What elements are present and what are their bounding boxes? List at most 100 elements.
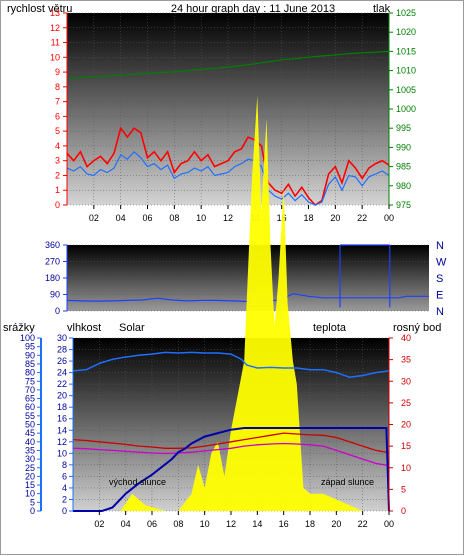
rain-tick-label: 0	[30, 506, 35, 516]
humidity-tick-label: 12	[57, 437, 67, 447]
humidity-line	[72, 351, 390, 378]
wind-tick-label: 8	[55, 82, 60, 92]
temperature-tick-label: 25	[401, 398, 411, 408]
pressure-tick-label: 1025	[396, 8, 416, 18]
humidity-tick-label: 8	[62, 460, 67, 470]
compass-label: W	[436, 257, 447, 269]
humidity-tick-label: 20	[57, 391, 67, 401]
humidity-axis-label: vlhkost	[67, 322, 101, 334]
temperature-tick-label: 5	[401, 484, 406, 494]
temperature-ticks: 0 5 10 15 20 25 30 35 40	[388, 333, 411, 516]
temperature-tick-label: 20	[401, 420, 411, 430]
rain-tick-label: 70	[25, 385, 35, 395]
rain-tick-label: 5	[30, 497, 35, 507]
humidity-tick-label: 30	[57, 333, 67, 343]
rain-tick-label: 45	[25, 428, 35, 438]
dewpoint-axis-label: rosný bod	[393, 322, 441, 334]
temperature-tick-label: 40	[401, 333, 411, 343]
humidity-tick-label: 22	[57, 379, 67, 389]
hour-tick-label: 20	[330, 213, 340, 223]
rain-tick-label: 95	[25, 342, 35, 352]
wind-tick-label: 1	[55, 185, 60, 195]
pressure-tick-label: 1010	[396, 66, 416, 76]
wind-direction-ticks: 0 90 180 270 360	[45, 240, 68, 316]
compass-label: S	[436, 273, 443, 285]
wind-tick-label: 7	[55, 97, 60, 107]
rain-tick-label: 50	[25, 420, 35, 430]
wind-tick-label: 9	[55, 67, 60, 77]
hour-tick-label: 00	[384, 213, 394, 223]
hour-tick-label: 22	[358, 519, 368, 529]
rain-line	[73, 427, 390, 512]
pressure-tick-label: 985	[396, 162, 411, 172]
pressure-tick-label: 975	[396, 200, 411, 210]
hour-tick-label: 18	[305, 519, 315, 529]
humidity-tick-label: 24	[57, 368, 67, 378]
hour-tick-label: 12	[226, 519, 236, 529]
wind-pressure-series	[66, 50, 390, 207]
temperature-line	[72, 432, 390, 454]
direction-tick-label: 270	[45, 257, 60, 267]
pressure-tick-label: 1005	[396, 85, 416, 95]
rain-tick-label: 60	[25, 402, 35, 412]
rain-tick-label: 85	[25, 359, 35, 369]
direction-tick-label: 0	[55, 306, 60, 316]
temperature-axis-label: teplota	[313, 322, 347, 334]
bottom-hour-ticks: 02 04 06 08 10 12 14 16 18 20 22 00	[94, 511, 394, 529]
hour-tick-label: 16	[277, 213, 287, 223]
rain-tick-label: 75	[25, 376, 35, 386]
rain-tick-label: 90	[25, 350, 35, 360]
wind-tick-label: 4	[55, 141, 60, 151]
hour-tick-label: 20	[331, 519, 341, 529]
rain-tick-label: 15	[25, 480, 35, 490]
hour-tick-label: 00	[384, 519, 394, 529]
rain-tick-label: 100	[20, 333, 35, 343]
rain-tick-label: 20	[25, 471, 35, 481]
hour-tick-label: 06	[147, 519, 157, 529]
hour-tick-label: 02	[94, 519, 104, 529]
wind-tick-label: 12	[50, 23, 60, 33]
hour-tick-label: 10	[200, 519, 210, 529]
wind-gust-line	[66, 126, 390, 207]
temperature-tick-label: 15	[401, 441, 411, 451]
pressure-tick-label: 995	[396, 123, 411, 133]
pressure-tick-label: 1015	[396, 46, 416, 56]
rain-tick-label: 65	[25, 394, 35, 404]
hour-tick-label: 06	[142, 213, 152, 223]
hour-tick-label: 02	[89, 213, 99, 223]
wind-speed-axis-label: rychlost větru	[7, 3, 72, 15]
pressure-tick-label: 1020	[396, 27, 416, 37]
compass-label: N	[436, 306, 444, 318]
rain-tick-label: 55	[25, 411, 35, 421]
wind-tick-label: 11	[51, 38, 60, 48]
hour-tick-label: 08	[169, 213, 179, 223]
wind-tick-label: 0	[55, 200, 60, 210]
wind-tick-label: 2	[55, 170, 60, 180]
rain-ticks: 0510152025303540455055606570758085909510…	[20, 333, 42, 516]
hour-tick-label: 04	[116, 213, 126, 223]
pressure-tick-label: 990	[396, 142, 411, 152]
wind-tick-label: 3	[55, 156, 60, 166]
chart-title: 24 hour graph day : 11 June 2013	[171, 3, 335, 15]
humidity-tick-label: 14	[57, 425, 67, 435]
pressure-tick-label: 980	[396, 181, 411, 191]
pressure-line	[66, 50, 390, 79]
hour-tick-label: 18	[303, 213, 313, 223]
direction-tick-label: 90	[50, 290, 60, 300]
humidity-tick-label: 28	[57, 345, 67, 355]
wind-tick-label: 10	[50, 52, 60, 62]
rain-tick-label: 40	[25, 437, 35, 447]
temperature-tick-label: 35	[401, 355, 411, 365]
wind-tick-label: 6	[55, 111, 60, 121]
dewpoint-line	[72, 442, 390, 467]
rain-axis-label: srážky	[3, 322, 35, 334]
wind-average-line	[66, 150, 390, 206]
pressure-axis-label: tlak	[373, 3, 391, 15]
temperature-tick-label: 0	[401, 506, 406, 516]
hour-tick-label: 08	[173, 519, 183, 529]
compass-label: E	[436, 290, 443, 302]
